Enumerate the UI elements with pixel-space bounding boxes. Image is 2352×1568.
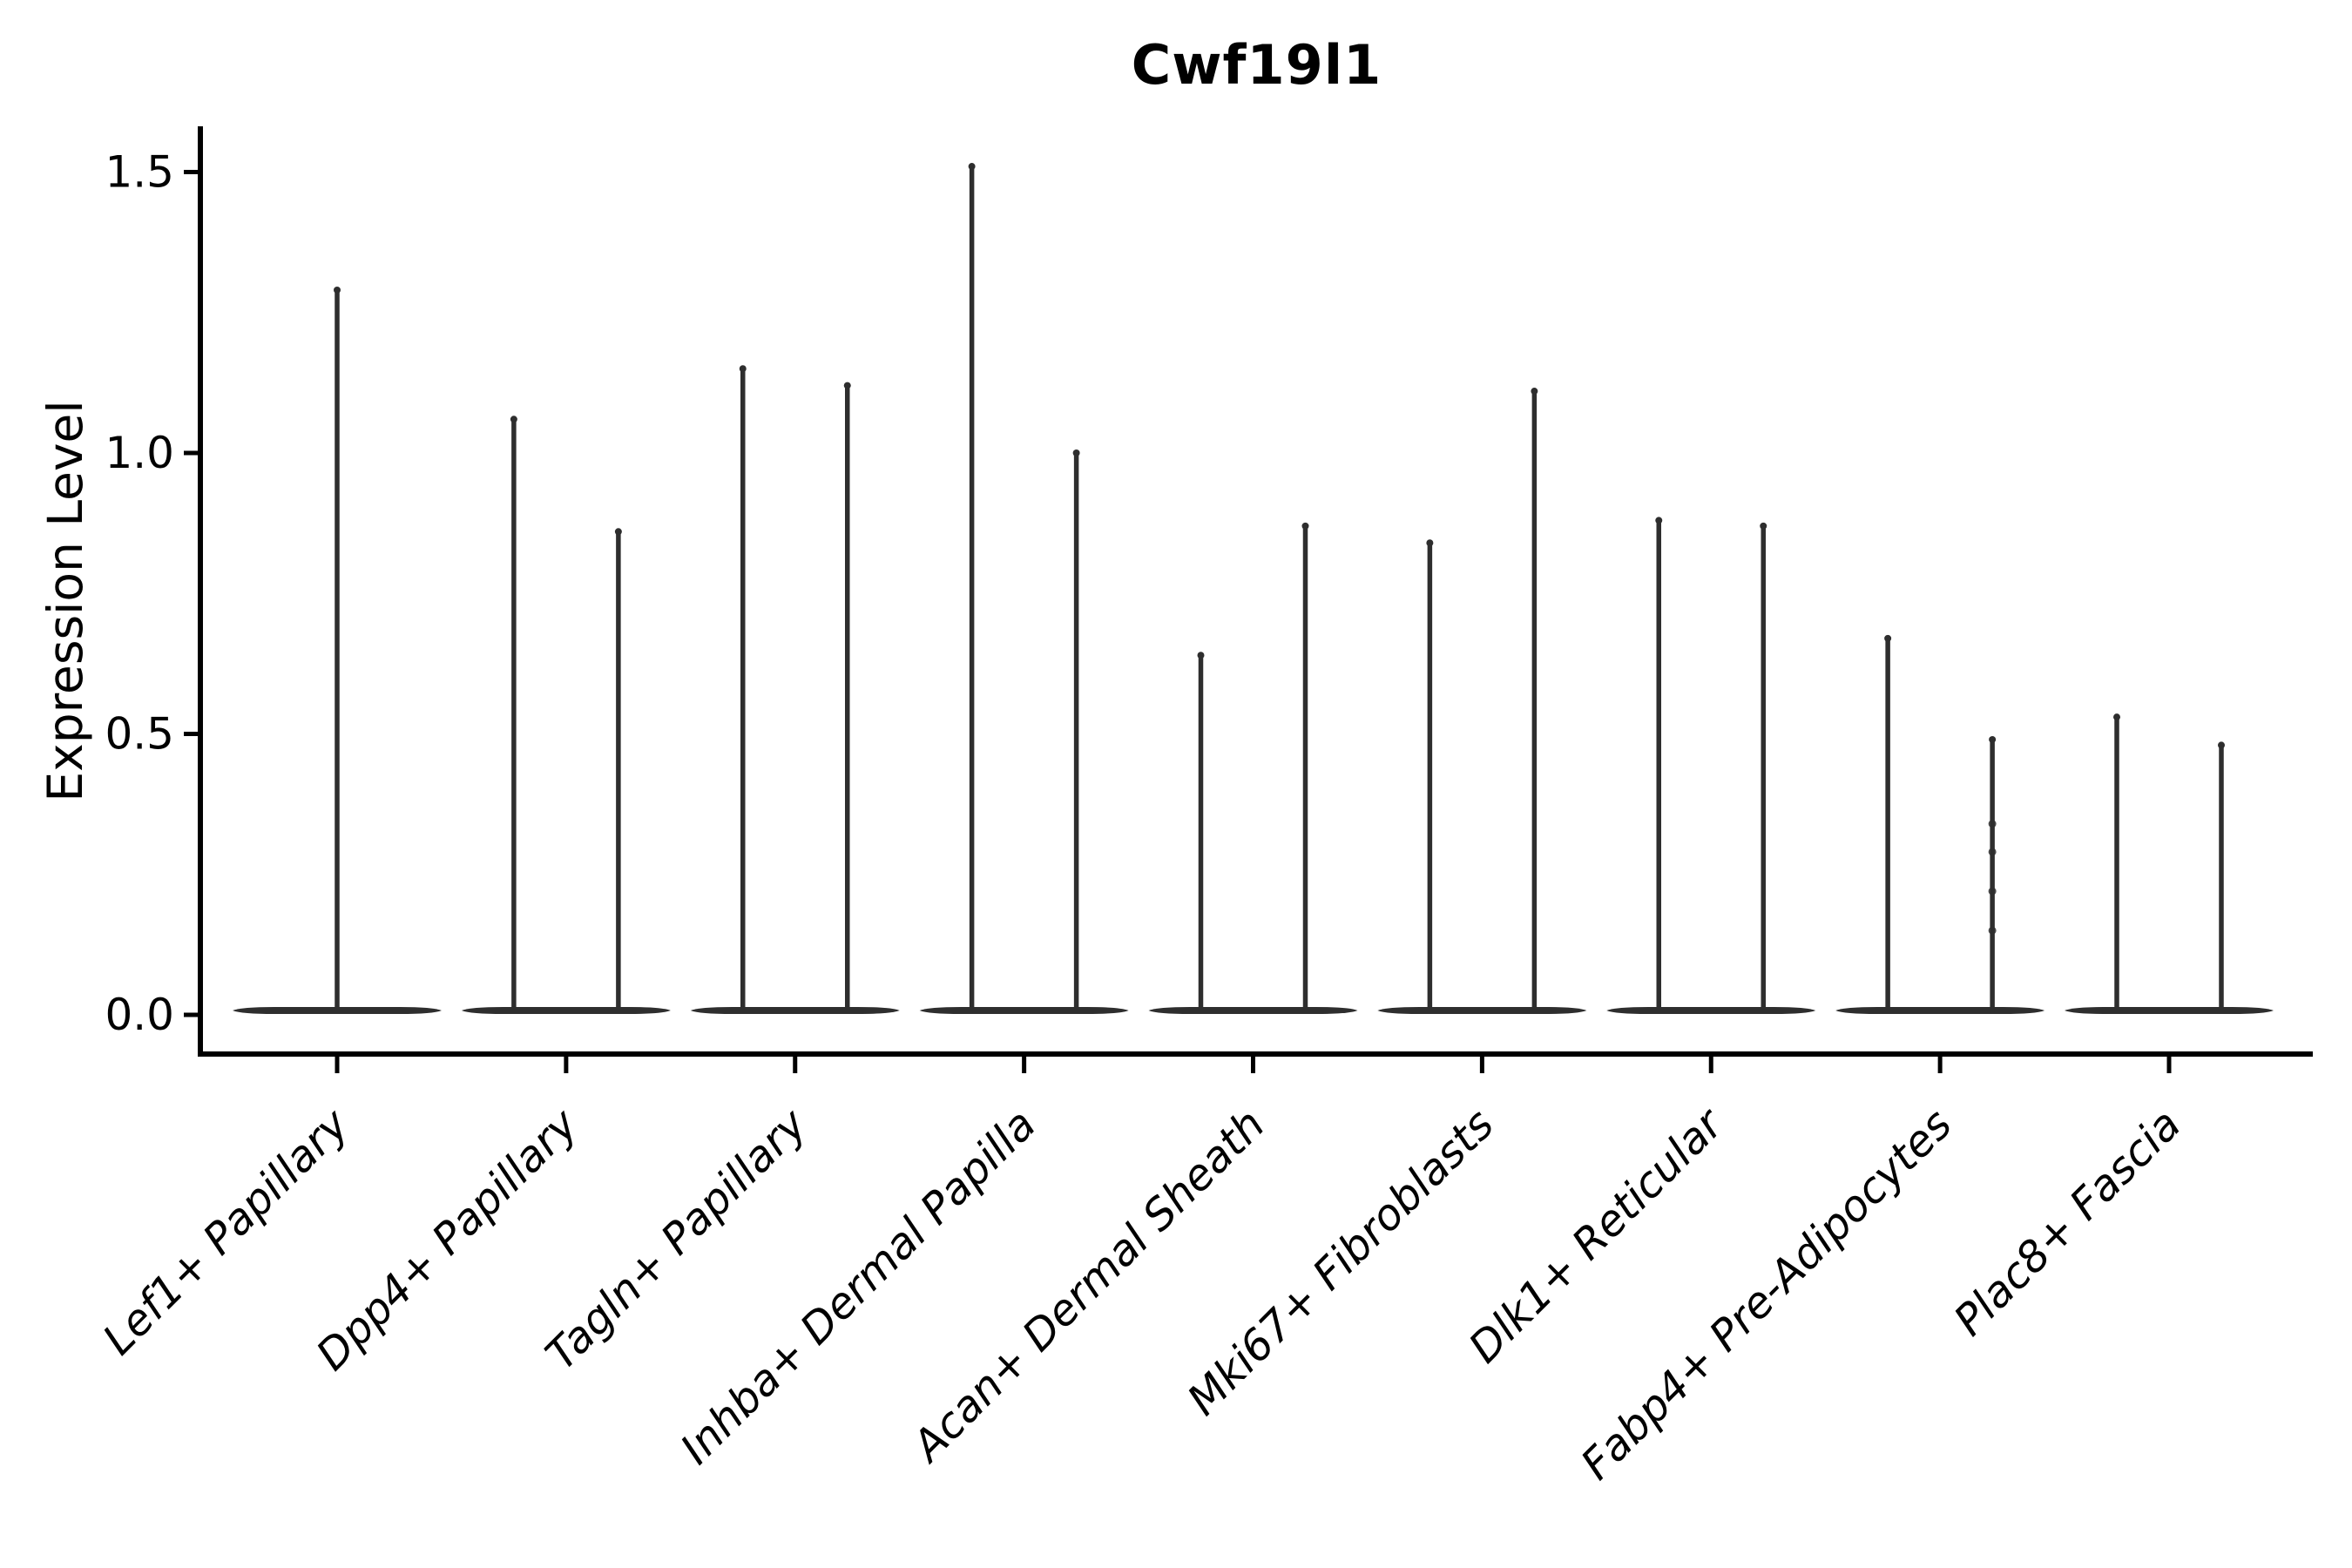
x-tick-label-0: Lef1+ Papillary: [93, 1098, 359, 1364]
violin-body-5: [1377, 1007, 1587, 1014]
violin-spike-tip-4-1: [1301, 522, 1309, 530]
violin-body-6: [1606, 1007, 1816, 1014]
violin-spike-tip-2-1: [843, 382, 851, 389]
y-tick-label-3: 1.5: [105, 147, 174, 198]
violin-body-3: [919, 1007, 1129, 1014]
y-tick-label-2: 1.0: [105, 428, 174, 478]
violin-body-1: [461, 1007, 671, 1014]
violin-spike-tip-7-0: [1884, 634, 1892, 642]
violin-spike-tip-6-1: [1760, 522, 1767, 530]
violin-dot-7-3: [1988, 926, 1997, 935]
violin-spike-tip-7-1: [1989, 735, 1997, 743]
violin-body-7: [1835, 1007, 2045, 1014]
violin-body-4: [1148, 1007, 1358, 1014]
violin-spike-tip-8-1: [2218, 741, 2225, 749]
x-tick-label-7: Fabp4+ Pre-Adipocytes: [1571, 1099, 1962, 1490]
y-tick-label-1: 0.5: [105, 709, 174, 760]
chart-title: Cwf19l1: [1131, 33, 1382, 97]
violin-dot-7-0: [1988, 820, 1997, 828]
violin-spike-tip-3-1: [1072, 449, 1080, 456]
y-tick-label-0: 0.0: [105, 990, 174, 1040]
violin-dot-7-1: [1988, 848, 1997, 856]
violin-spike-tip-5-0: [1426, 539, 1434, 547]
violin-spike-tip-3-0: [968, 163, 976, 171]
violin-spike-tip-0-0: [334, 286, 341, 294]
violin-spike-tip-5-1: [1531, 388, 1538, 395]
violin-body-2: [690, 1007, 900, 1014]
violin-spike-tip-8-0: [2113, 713, 2120, 721]
violin-spike-tip-6-0: [1655, 517, 1663, 524]
violin-dot-7-2: [1988, 887, 1997, 896]
violin-spike-tip-1-0: [510, 416, 517, 423]
violin-spike-tip-4-0: [1197, 652, 1205, 659]
x-tick-label-8: Plac8+ Fascia: [1944, 1099, 2190, 1345]
violin-spike-tip-1-1: [614, 528, 622, 536]
x-tick-label-6: Dlk1+ Reticular: [1459, 1098, 1734, 1372]
violin-spike-tip-2-0: [739, 365, 747, 373]
violin-body-8: [2065, 1007, 2274, 1014]
